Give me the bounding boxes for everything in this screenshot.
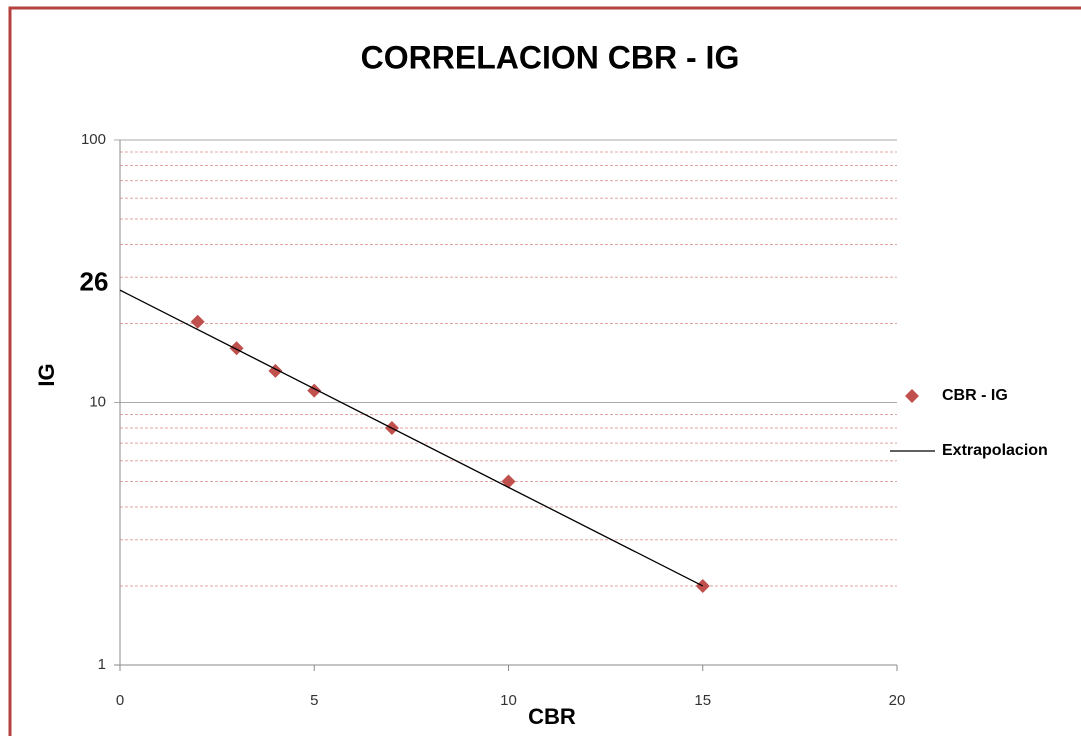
extrapolation-line	[119, 289, 704, 587]
x-tick-label: 20	[889, 692, 906, 709]
y-tick-label: 1	[98, 656, 106, 673]
y-tick-label: 10	[89, 393, 106, 410]
annotation: 26	[80, 266, 109, 296]
chart-title: CORRELACION CBR - IG	[361, 39, 740, 75]
x-tick-label: 0	[116, 692, 124, 709]
x-tick-label: 15	[694, 692, 711, 709]
x-tick-label: 10	[500, 692, 517, 709]
legend-label: CBR - IG	[942, 387, 1008, 404]
x-axis-label: CBR	[528, 704, 576, 729]
chart-frame	[8, 6, 1081, 736]
y-axis-label: IG	[34, 363, 59, 386]
data-point	[190, 314, 205, 329]
y-tick-label: 100	[81, 131, 106, 148]
legend-label: Extrapolacion	[942, 442, 1048, 459]
x-tick-label: 5	[310, 692, 318, 709]
legend-swatch	[905, 389, 919, 403]
